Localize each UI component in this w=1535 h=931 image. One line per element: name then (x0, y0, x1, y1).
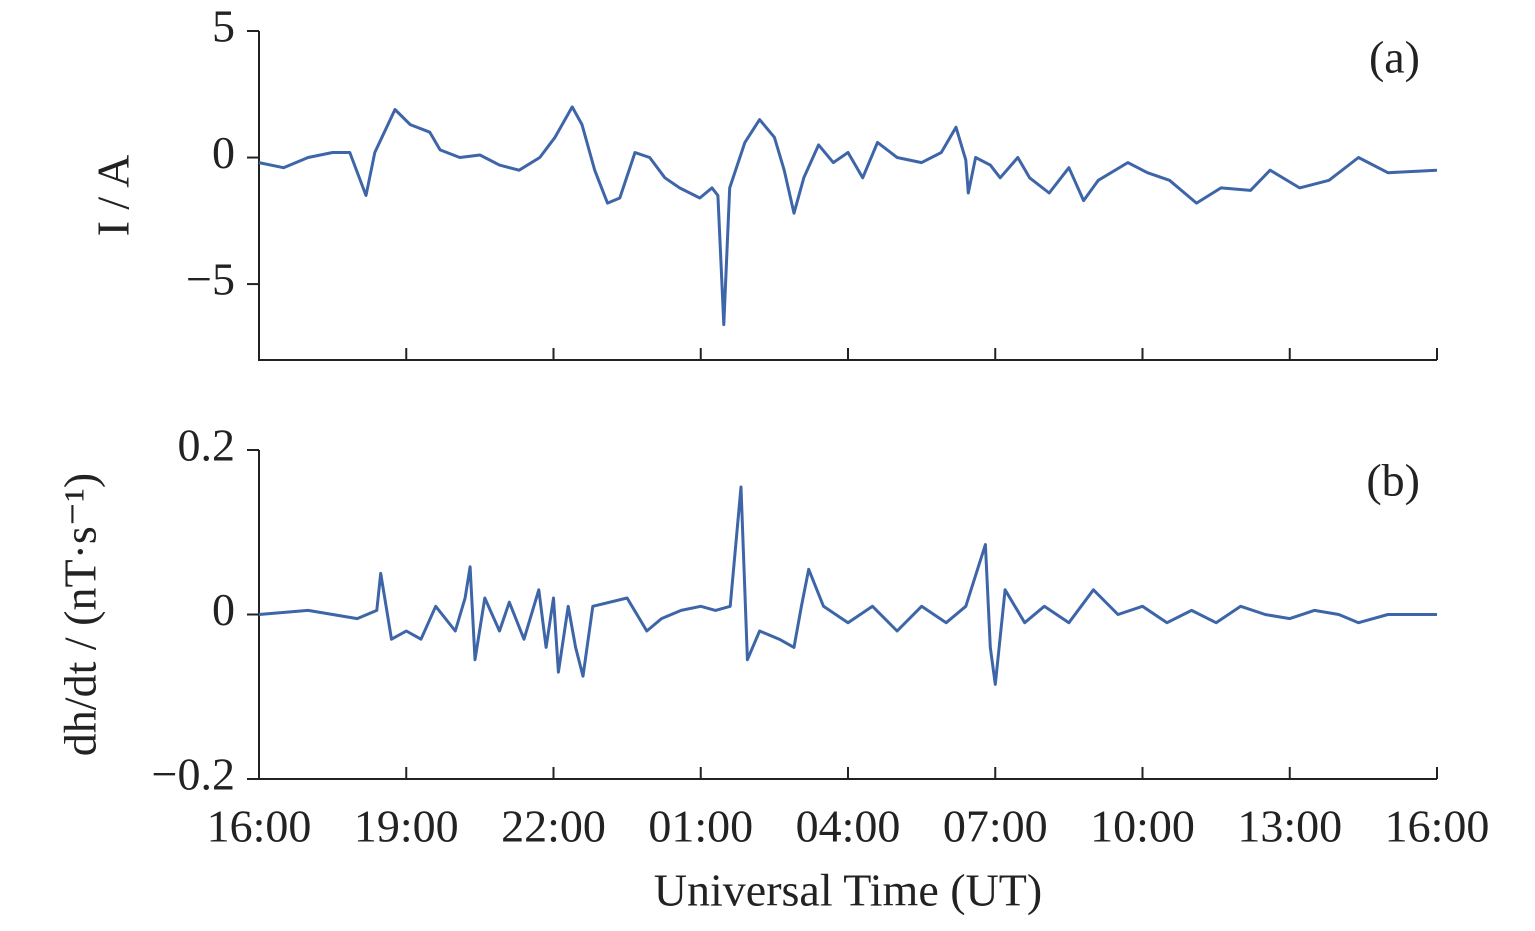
x-tick-label: 19:00 (354, 801, 459, 852)
axes (258, 450, 1437, 780)
x-tick-label: 04:00 (796, 801, 901, 852)
data-line (258, 485, 1437, 686)
axes (258, 31, 1437, 361)
y-axis-label: dh/dt / (nT·s⁻¹) (55, 473, 106, 756)
panel-label: (a) (1369, 32, 1420, 83)
y-tick-label: 0 (212, 127, 235, 178)
y-tick-label: 0.2 (178, 420, 236, 471)
x-tick-label: 16:00 (207, 801, 312, 852)
data-line (258, 105, 1438, 327)
x-tick-label: 22:00 (501, 801, 606, 852)
x-axis-label: Universal Time (UT) (654, 865, 1042, 916)
x-tick-label: 16:00 (1385, 801, 1490, 852)
y-tick-label: −5 (186, 254, 235, 305)
x-tick-label: 07:00 (943, 801, 1048, 852)
panel-label: (b) (1366, 455, 1420, 506)
x-tick-label: 10:00 (1090, 801, 1195, 852)
y-tick-label: −0.2 (152, 749, 235, 800)
y-tick-label: 5 (212, 1, 235, 52)
y-axis-label: I / A (88, 155, 139, 237)
y-tick-label: 0 (212, 584, 235, 635)
x-tick-label: 13:00 (1237, 801, 1342, 852)
x-tick-label: 01:00 (648, 801, 753, 852)
